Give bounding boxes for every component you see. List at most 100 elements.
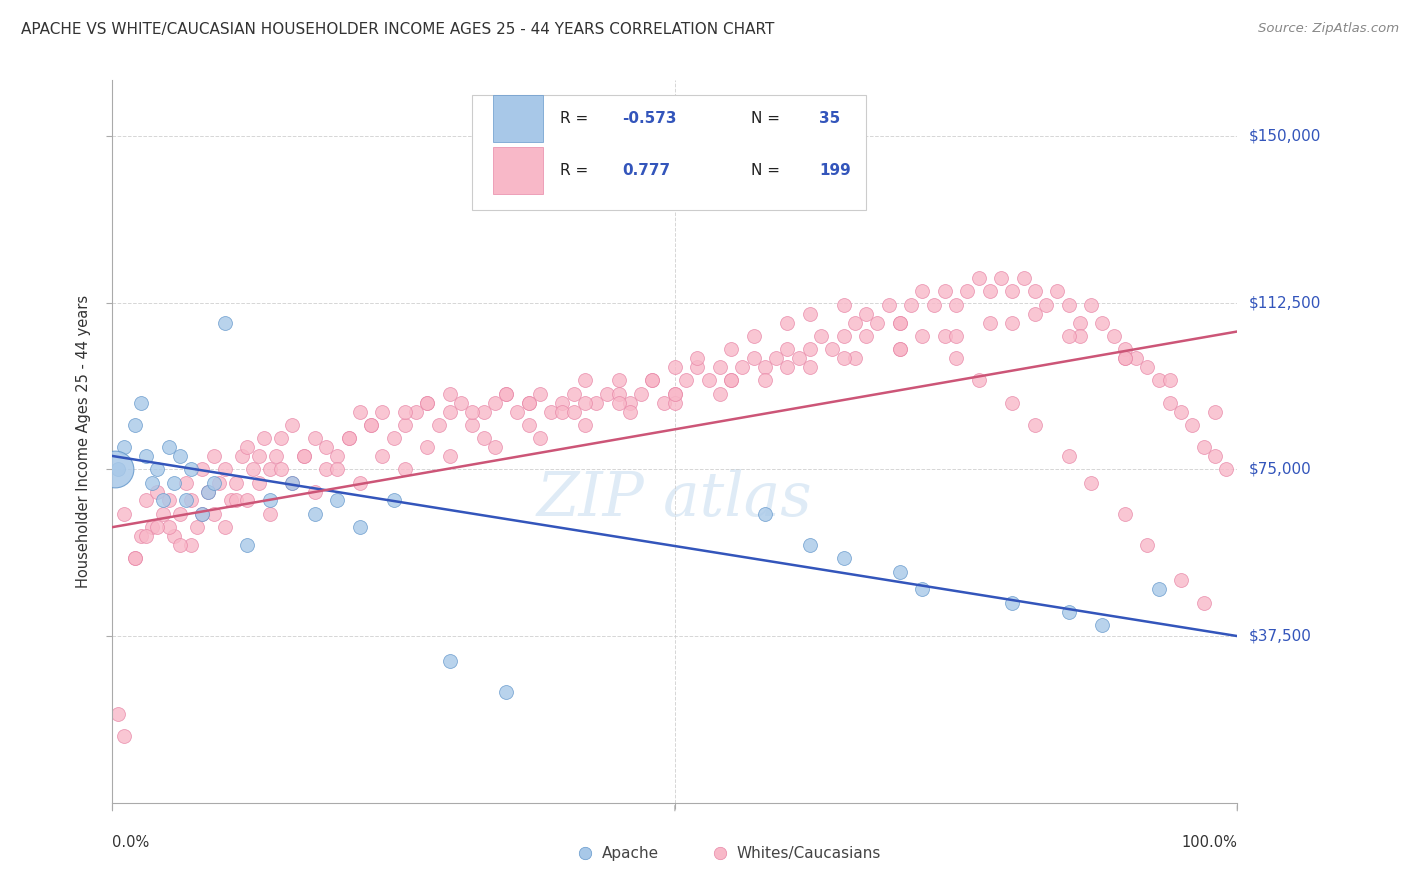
Point [855,307,877,321]
Point [945,298,967,312]
Point [1091,316,1114,330]
Point [157,493,180,508]
Point [416,395,439,409]
Point [686,351,709,366]
Point [439,404,461,418]
Point [281,417,304,432]
Point [799,307,821,321]
Point [186,520,208,534]
Point [529,431,551,445]
Point [472,404,495,418]
Point [1035,298,1057,312]
Point [191,462,214,476]
Point [832,551,855,566]
Point [242,462,264,476]
Point [191,507,214,521]
Point [1069,329,1091,343]
Point [709,360,731,375]
Point [152,507,174,521]
Point [337,431,360,445]
Point [135,529,157,543]
Point [832,298,855,312]
Point [371,404,394,418]
Point [337,431,360,445]
Point [202,475,225,490]
Point [1204,404,1226,418]
Point [765,351,787,366]
Point [517,395,540,409]
Point [208,475,231,490]
Point [709,796,731,810]
Point [562,386,585,401]
Point [112,507,135,521]
Point [529,386,551,401]
Point [141,520,163,534]
Point [141,475,163,490]
Text: $75,000: $75,000 [1249,462,1312,477]
FancyBboxPatch shape [492,147,543,194]
Point [1001,316,1024,330]
Point [1046,285,1069,299]
Point [1159,395,1181,409]
Point [157,520,180,534]
Point [439,449,461,463]
Point [956,285,979,299]
Point [731,360,754,375]
Point [664,386,686,401]
Point [1114,351,1136,366]
Point [574,417,596,432]
Point [163,529,186,543]
Point [349,520,371,534]
Point [900,298,922,312]
Point [236,440,259,454]
Text: Whites/Caucasians: Whites/Caucasians [737,846,882,861]
Point [326,493,349,508]
Point [197,484,219,499]
Point [146,462,169,476]
Point [349,475,371,490]
Point [1012,271,1035,285]
Point [641,373,664,387]
Point [967,373,990,387]
Point [450,395,472,409]
Point [439,653,461,667]
Point [664,395,686,409]
Text: $37,500: $37,500 [1249,629,1312,643]
Point [146,520,169,534]
Point [1170,404,1192,418]
Point [664,386,686,401]
Point [934,285,956,299]
Point [1057,298,1080,312]
Point [169,449,191,463]
Point [1204,449,1226,463]
Point [517,395,540,409]
Point [270,431,292,445]
Point [107,706,129,721]
Point [1024,307,1046,321]
Text: APACHE VS WHITE/CAUCASIAN HOUSEHOLDER INCOME AGES 25 - 44 YEARS CORRELATION CHAR: APACHE VS WHITE/CAUCASIAN HOUSEHOLDER IN… [21,22,775,37]
Point [1080,298,1102,312]
Point [945,351,967,366]
Point [214,520,236,534]
Point [202,507,225,521]
Point [259,493,281,508]
Point [264,449,287,463]
Point [551,395,574,409]
Point [686,360,709,375]
Text: 0.777: 0.777 [621,163,671,178]
Point [394,404,416,418]
Text: $112,500: $112,500 [1249,295,1320,310]
Point [326,462,349,476]
Point [641,373,664,387]
Point [607,395,630,409]
Point [866,316,889,330]
Point [1024,417,1046,432]
Point [1091,618,1114,632]
Point [1114,343,1136,357]
Point [214,316,236,330]
Point [799,538,821,552]
Point [889,343,911,357]
Point [922,298,945,312]
Point [844,316,866,330]
Point [124,417,146,432]
